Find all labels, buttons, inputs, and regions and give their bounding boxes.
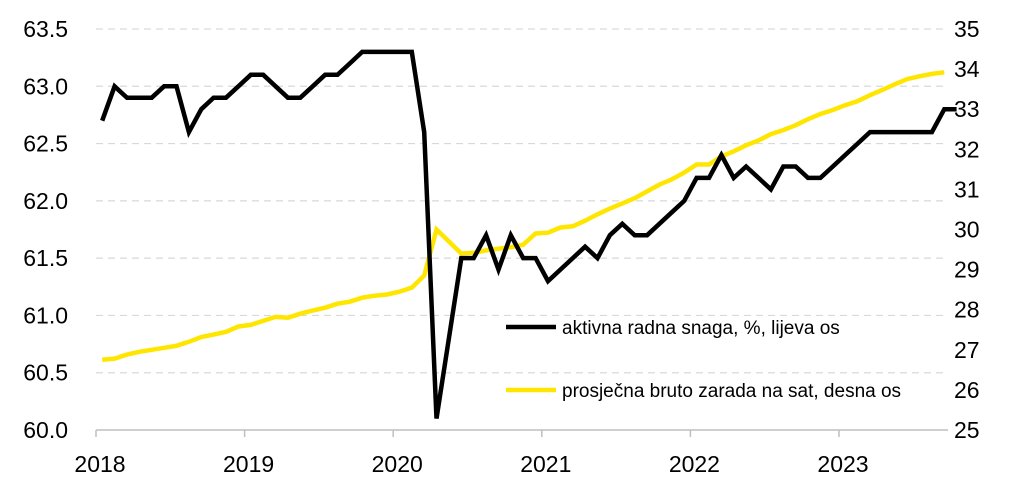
y-right-tick-label: 26 (954, 377, 980, 403)
y-left-tick-label: 61.5 (23, 245, 68, 271)
y-right-tick-label: 33 (954, 96, 980, 122)
x-tick-label: 2018 (74, 451, 125, 477)
x-tick-label: 2023 (817, 451, 868, 477)
y-right-tick-label: 31 (954, 176, 980, 202)
y-left-tick-label: 62.5 (23, 131, 68, 157)
legend-label: aktivna radna snaga, %, lijeva os (562, 318, 840, 339)
legend-label: prosječna bruto zarada na sat, desna os (562, 381, 901, 402)
y-left-tick-label: 63.5 (23, 16, 68, 42)
y-right-tick-label: 35 (954, 16, 980, 42)
y-right-tick-label: 32 (954, 136, 980, 162)
y-left-tick-label: 60.0 (23, 417, 68, 443)
gridlines (96, 28, 948, 374)
x-axis: 2018 2019 2020 2021 2022 2023 (74, 429, 948, 477)
series-line-hourly-wage (101, 70, 945, 363)
y-axis-right: 25 26 27 28 29 30 31 32 33 34 35 (954, 16, 980, 443)
y-left-tick-label: 61.0 (23, 302, 68, 328)
series-line-labor-force (100, 49, 957, 419)
y-right-tick-label: 29 (954, 257, 980, 283)
y-right-tick-label: 25 (954, 417, 980, 443)
series-lines (100, 49, 957, 419)
y-right-tick-label: 34 (954, 56, 980, 82)
x-tick-label: 2020 (372, 451, 423, 477)
x-tick-label: 2022 (669, 451, 720, 477)
y-right-tick-label: 28 (954, 297, 980, 323)
y-right-tick-label: 27 (954, 337, 980, 363)
y-right-tick-label: 30 (954, 217, 980, 243)
y-left-tick-label: 63.0 (23, 73, 68, 99)
legend: aktivna radna snaga, %, lijeva os prosječ… (506, 318, 901, 402)
y-axis-left: 60.0 60.5 61.0 61.5 62.0 62.5 63.0 63.5 (23, 16, 68, 443)
x-tick-label: 2019 (223, 451, 274, 477)
y-left-tick-label: 60.5 (23, 360, 68, 386)
x-tick-label: 2021 (520, 451, 571, 477)
y-left-tick-label: 62.0 (23, 188, 68, 214)
